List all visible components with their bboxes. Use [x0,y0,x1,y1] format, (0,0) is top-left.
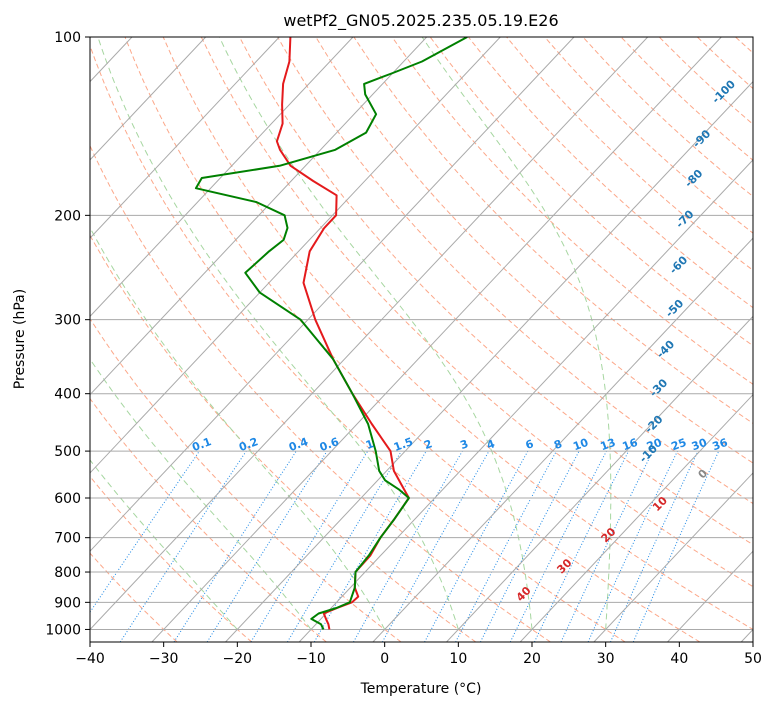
mixing-ratio-label: 0.1 [190,435,213,454]
y-tick-label: 800 [54,565,81,581]
dry-adiabat-line [391,37,753,385]
mixing-ratio-label: 3 [458,437,470,452]
dry-adiabat-line [124,37,701,642]
x-tick-label: 10 [449,651,467,667]
x-tick-label: 20 [523,651,541,667]
dry-adiabat-line [162,37,753,630]
mixing-ratio-label: 13 [599,436,618,453]
mixing-ratio-line [173,450,297,642]
x-tick-label: −10 [296,651,326,667]
mixing-ratio-line [286,450,402,642]
mixing-ratio-line [206,450,328,642]
y-tick-label: 200 [54,208,81,224]
profile-series [194,37,468,630]
x-tick-label: 30 [597,651,615,667]
isotherm-gridline [90,37,207,161]
x-tick-label: 0 [380,651,389,667]
isotherm-gridline [372,237,753,642]
mixing-ratio-label: 4 [485,437,497,452]
temperature-profile-line [275,37,410,630]
moist-adiabat-line [421,37,612,630]
mixing-ratio-line [381,450,490,642]
isotherm-gridline [298,159,753,642]
y-tick-label: 400 [54,387,81,403]
mixing-ratio-label: 1 [364,437,376,452]
isotherm-gridline [446,315,753,642]
dry-adiabat-line [90,552,178,642]
x-tick-label: 40 [670,651,688,667]
dry-adiabat-line [90,44,626,642]
y-tick-label: 100 [54,30,81,46]
mixing-ratio-label: 0.4 [287,435,310,454]
mixing-ratio-label: 10 [571,436,590,454]
mixing-ratio-label: 16 [621,436,640,454]
dry-adiabat-line [90,234,477,642]
mixing-ratio-line [587,450,678,642]
isotherm-gridline [519,393,753,642]
x-axis-ticks: −40 −30 −20 −10 0 10 20 30 40 50 [75,642,762,667]
isotherm-gridline [90,37,501,474]
moist-adiabat-line [90,459,238,630]
x-tick-label: 50 [744,651,762,667]
mixing-ratio-label: 2 [422,437,434,452]
dry-adiabat-line [90,144,551,642]
isotherm-gridline [90,37,575,552]
plot-frame [89,36,754,643]
mixing-ratio-label: 6 [524,437,536,452]
dry-adiabat-line [429,37,753,347]
moist-adiabat-line [90,358,312,630]
y-tick-label: 1000 [45,622,81,638]
mixing-ratio-line [509,450,607,642]
isotherm-gridline [90,37,428,396]
moist-adiabat-line [218,37,533,630]
y-axis-ticks: 100 200 300 400 500 600 700 800 900 1000 [45,30,90,638]
y-tick-label: 500 [54,444,81,460]
dry-adiabat-line [277,37,753,505]
mixing-ratio-line [119,450,247,642]
gridlines [90,37,753,642]
mixing-ratio-line [455,450,557,642]
mixing-ratio-label: 0.6 [318,435,341,454]
dewpoint-profile-line [194,37,468,630]
mixing-ratio-line [250,450,369,642]
y-tick-label: 900 [54,595,81,611]
x-axis-label: Temperature (°C) [360,681,482,697]
mixing-ratio-label: 36 [711,436,730,454]
isotherm-gridline [90,37,280,239]
dry-adiabat-line [90,475,253,642]
mixing-ratio-label: 1.5 [392,435,415,454]
y-axis-label: Pressure (hPa) [12,289,28,389]
y-tick-label: 600 [54,491,81,507]
moist-adiabat-line [90,226,386,630]
isotherm-gridline [151,37,722,642]
mixing-ratio-label: 20 [645,436,664,454]
mixing-ratio-label: 25 [669,436,688,453]
x-tick-label: −40 [75,651,105,667]
isotherm-gridline [90,37,354,318]
mixing-ratio-label: 0.2 [237,435,260,454]
isotherm-gridline [90,37,649,631]
isotherm-gridline [225,80,753,642]
x-tick-label: −20 [223,651,253,667]
isotherm-gridline [593,472,753,642]
y-tick-label: 700 [54,531,81,547]
dry-adiabat-line [315,37,753,464]
mixing-ratio-label: 30 [690,436,709,454]
dry-adiabat-line [200,37,753,588]
x-tick-label: −30 [149,651,179,667]
mixing-ratio-line [313,450,427,642]
mixing-ratio-label: 8 [552,437,564,452]
y-tick-label: 300 [54,313,81,329]
mixing-ratio-line [610,450,699,642]
dry-adiabat-line [90,397,327,642]
chart-title: wetPf2_GN05.2025.235.05.19.E26 [283,11,558,31]
